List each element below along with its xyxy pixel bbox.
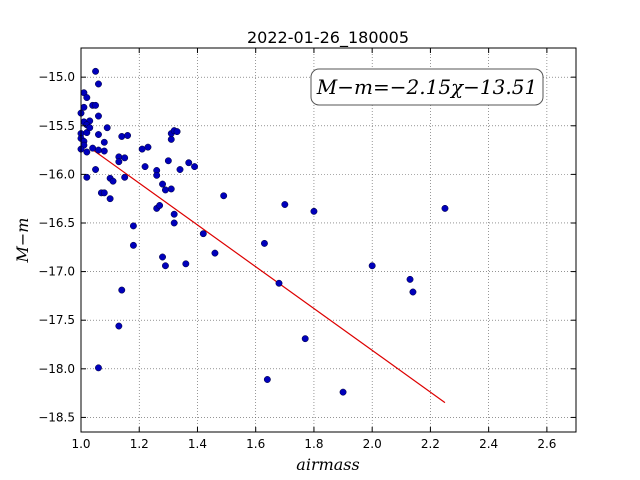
data-point (100, 189, 108, 197)
plot-frame (80, 47, 577, 433)
data-point (301, 335, 309, 343)
x-tick-label: 1.6 (246, 437, 265, 451)
data-point (263, 376, 271, 383)
data-point (95, 80, 102, 88)
x-tick-label: 1.0 (71, 437, 90, 451)
y-axis-label: M−m (13, 218, 32, 264)
chart-title: 2022-01-26_180005 (247, 28, 409, 48)
data-point (409, 288, 417, 296)
x-tick-label: 1.4 (188, 437, 207, 451)
x-tick-label: 2.2 (421, 437, 440, 451)
data-point (159, 180, 166, 188)
data-point (118, 286, 126, 294)
y-tick-label: −15.0 (38, 70, 75, 84)
data-point (281, 201, 289, 208)
data-point (92, 166, 100, 173)
equation-annotation: M−m=−2.15χ−13.51 (310, 68, 544, 106)
data-point (89, 144, 97, 152)
y-tick-label: −17.5 (38, 313, 75, 327)
equation-box (310, 68, 544, 106)
data-point (95, 146, 102, 154)
x-tick-label: 1.2 (130, 437, 149, 451)
data-point (124, 132, 132, 139)
data-point (199, 230, 207, 238)
data-point (170, 219, 178, 227)
y-tick-label: −16.0 (38, 167, 75, 181)
grid (80, 48, 576, 432)
data-point (310, 207, 318, 215)
data-point (83, 148, 91, 156)
data-point (129, 241, 137, 249)
data-point (406, 275, 414, 283)
x-axis-label: airmass (296, 455, 359, 474)
x-tick-label: 2.6 (537, 437, 556, 451)
fit-line-group (89, 147, 446, 404)
data-point (121, 154, 129, 162)
data-point (129, 222, 137, 230)
data-point (95, 131, 102, 138)
data-point (156, 202, 164, 209)
data-point (161, 186, 169, 194)
data-point (191, 163, 199, 171)
x-tick-label: 2.0 (363, 437, 382, 451)
data-point (109, 177, 117, 185)
ticks: 1.0 1.2 1.4 1.6 1.8 2.0 2.2 2.4 2.6 −15.0 −15.5 −16… (38, 48, 576, 451)
data-point (167, 135, 175, 143)
data-point (170, 210, 178, 218)
data-point (138, 145, 146, 153)
data-point (118, 133, 126, 140)
x-tick-label: 1.8 (304, 437, 323, 451)
data-point (92, 67, 100, 75)
data-point (176, 166, 184, 173)
data-point (368, 262, 376, 270)
y-tick-label: −18.5 (38, 410, 75, 424)
data-point (95, 112, 102, 120)
data-point (103, 124, 111, 132)
data-point (115, 158, 123, 166)
data-point (80, 103, 88, 111)
equation-text: M−m=−2.15χ−13.51 (316, 75, 537, 99)
data-point (275, 279, 283, 287)
data-point (153, 171, 161, 179)
data-point (83, 94, 91, 102)
x-tick-label: 2.4 (479, 437, 498, 451)
data-point (161, 262, 169, 270)
data-point (95, 364, 102, 372)
data-point (211, 249, 219, 257)
data-point (86, 124, 94, 132)
y-tick-label: −16.5 (38, 216, 75, 230)
data-point (441, 204, 449, 212)
data-point (182, 260, 190, 268)
data-points (77, 67, 449, 396)
y-tick-label: −17.0 (38, 265, 75, 279)
data-point (100, 147, 108, 155)
data-point (115, 322, 123, 330)
data-point (185, 159, 193, 167)
data-point (167, 185, 175, 193)
data-point (92, 101, 100, 109)
data-point (173, 128, 181, 136)
data-point (220, 192, 228, 200)
fit-line (89, 147, 446, 404)
data-point (164, 157, 172, 165)
data-point (339, 388, 347, 396)
data-point (100, 138, 108, 146)
data-point (144, 143, 152, 151)
data-point (83, 173, 91, 181)
y-tick-label: −18.0 (38, 362, 75, 376)
data-point (106, 195, 114, 203)
data-point (159, 253, 166, 261)
data-point (260, 239, 268, 247)
data-point (121, 173, 129, 181)
data-point (141, 163, 149, 171)
y-tick-label: −15.5 (38, 119, 75, 133)
